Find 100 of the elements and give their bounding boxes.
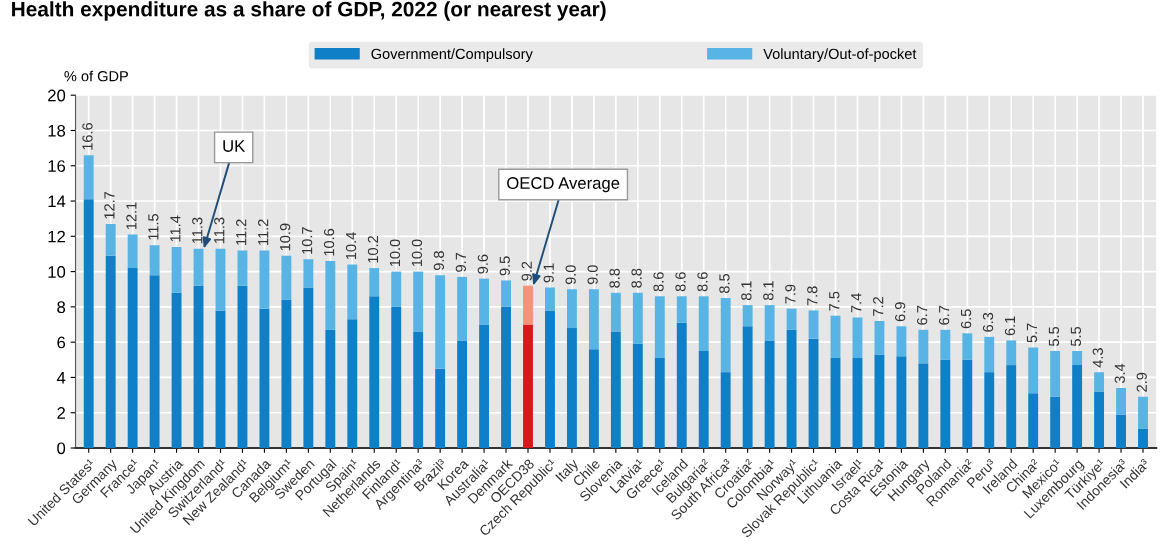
bar [742,305,753,327]
y-tick-label: 10 [48,266,66,278]
total-label: 12.7 [104,191,115,219]
bar [566,328,577,448]
bar [654,358,665,448]
bar [1094,391,1105,448]
total-label: 3.4 [1114,363,1125,384]
bar [808,338,819,448]
total-label: 10.9 [279,223,291,251]
bar [105,255,116,448]
y-tick-label: 2 [57,407,65,419]
total-label: 9.0 [565,265,576,285]
bar [457,340,468,448]
bar [1094,372,1105,392]
total-label: 8.5 [719,273,730,294]
bar [259,250,270,309]
y-tick-label: 8 [57,301,66,314]
total-label: 10.4 [345,232,357,260]
bar [1006,365,1017,448]
bar [479,324,490,448]
bar [676,322,687,448]
bar [786,329,797,448]
bar [171,292,182,448]
bar [149,245,160,276]
bar [215,310,226,448]
bar [259,308,270,448]
bar [566,289,577,329]
total-label: 8.8 [609,268,620,288]
bar [369,268,380,297]
total-label: 10.7 [301,227,313,254]
bar [874,354,885,448]
bar [325,329,336,448]
bar [918,363,929,448]
total-label: 8.6 [653,272,664,292]
total-label: 9.6 [477,254,488,274]
bar [435,275,446,369]
bar [720,298,731,373]
bar [523,285,533,325]
total-label: 8.1 [741,281,752,301]
total-label: 5.5 [1070,326,1082,346]
total-label: 10.0 [411,239,423,267]
bar [237,285,248,448]
bar [501,280,511,307]
bar [654,296,665,359]
bar [588,349,599,448]
bar [940,329,951,360]
total-label: 11.3 [192,217,203,244]
bar [215,248,226,311]
bar [545,310,555,448]
bar [523,324,533,448]
total-label: 6.5 [960,309,972,329]
bar [1138,428,1148,448]
bar [1116,414,1126,448]
bar [830,315,841,359]
total-label: 9.5 [499,256,510,276]
total-label: 8.6 [697,272,708,292]
bar [435,368,446,448]
total-label: 9.0 [587,265,598,285]
y-tick-label: 6 [57,336,66,349]
bar [764,340,775,448]
y-axis-title: % of GDP [64,70,128,82]
bar [1072,365,1083,448]
y-tick-label: 12 [48,230,65,243]
bar [764,305,775,341]
bar [698,350,709,448]
bar [193,285,204,448]
y-tick-label: 4 [56,372,66,384]
bar [545,287,555,311]
bar [501,306,511,448]
total-label: 7.2 [873,297,884,316]
bar [281,299,292,448]
bar [149,275,160,448]
bar [1116,388,1126,415]
bar [720,372,731,448]
bar [632,343,643,448]
bar [303,259,314,288]
total-label: 11.5 [148,214,159,240]
y-tick-label: 0 [57,442,66,455]
chart-title: Health expenditure as a share of GDP, 2022 (or nearest year) [12,1,606,21]
bar [1028,393,1039,448]
bar [413,271,424,332]
total-label: 6.3 [982,312,994,332]
total-label: 9.2 [521,261,532,281]
bar [896,356,907,448]
bar [896,326,907,357]
total-label: 5.5 [1048,326,1060,346]
bar [1050,396,1061,448]
annotation: UK [223,140,246,152]
bar [610,331,621,448]
total-label: 9.8 [433,251,445,271]
total-label: 11.2 [236,219,247,245]
total-label: 2.9 [1136,372,1147,392]
total-label: 9.1 [543,263,554,283]
bar [1028,347,1039,394]
total-label: 9.7 [455,252,467,272]
y-tick-label: 18 [48,124,66,137]
total-label: 16.6 [82,123,93,150]
y-tick-label: 16 [48,160,66,172]
total-label: 7.4 [851,293,862,313]
bar [105,223,116,256]
